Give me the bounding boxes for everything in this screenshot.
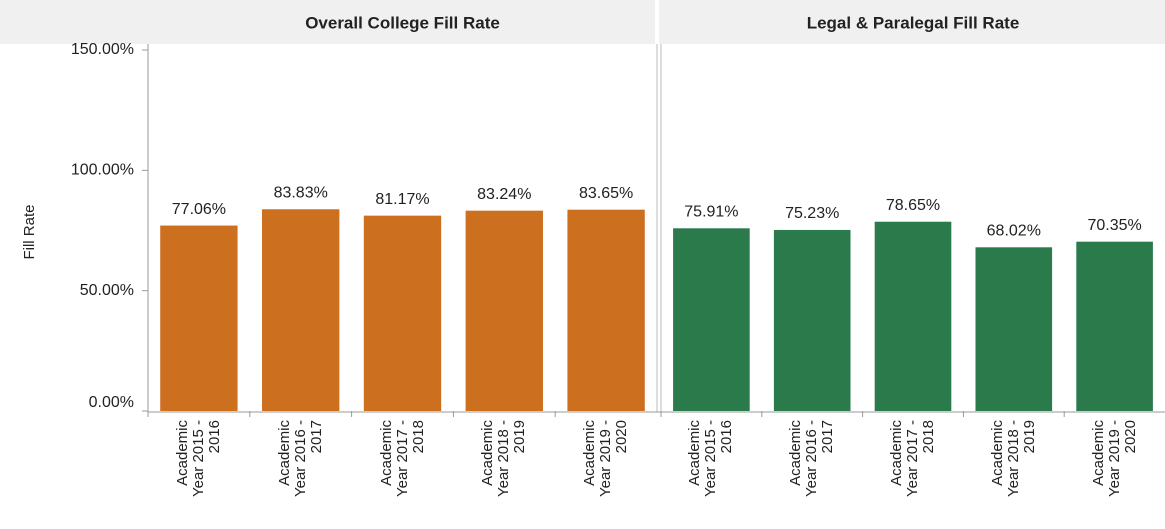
y-tick-label: 150.00% <box>71 41 134 58</box>
header-band <box>0 0 1165 44</box>
bar <box>567 209 645 411</box>
x-tick-label: Academic Year 2019 - 2020 <box>581 420 631 498</box>
value-label: 83.65% <box>579 185 633 202</box>
value-label: 77.06% <box>172 201 226 218</box>
x-tick-label: Academic Year 2019 - 2020 <box>1089 420 1139 498</box>
value-label: 75.23% <box>785 205 839 222</box>
bar <box>262 209 340 411</box>
bar <box>160 225 238 411</box>
y-axis-label: Fill Rate <box>21 204 38 259</box>
x-tick-label: Academic Year 2016 - 2017 <box>275 420 325 498</box>
value-label: 68.02% <box>987 223 1041 240</box>
bar <box>1076 241 1153 411</box>
y-tick-label: 0.00% <box>89 394 134 411</box>
bar <box>773 229 851 411</box>
x-tick-label: Academic Year 2017 - 2018 <box>377 420 427 498</box>
x-tick-label: Academic Year 2015 - 2016 <box>686 420 736 498</box>
x-tick-label: Academic Year 2018 - 2019 <box>988 420 1038 498</box>
value-label: 70.35% <box>1087 217 1141 234</box>
y-tick-label: 100.00% <box>71 162 134 179</box>
value-label: 83.24% <box>477 186 531 203</box>
x-tick-label: Academic Year 2016 - 2017 <box>787 420 837 498</box>
x-tick-label: Academic Year 2017 - 2018 <box>888 420 937 498</box>
bar <box>673 228 750 411</box>
value-label: 81.17% <box>375 191 429 208</box>
value-label: 83.83% <box>274 184 328 201</box>
bar <box>975 247 1053 411</box>
x-tick-label: Academic Year 2018 - 2019 <box>479 420 529 498</box>
bar <box>465 210 543 411</box>
y-tick-label: 50.00% <box>80 282 134 299</box>
bar <box>363 215 442 411</box>
bar <box>874 221 952 411</box>
x-tick-label: Academic Year 2015 - 2016 <box>173 420 223 498</box>
panel-title: Overall College Fill Rate <box>305 13 500 32</box>
panel-title: Legal & Paralegal Fill Rate <box>807 13 1020 32</box>
value-label: 75.91% <box>684 204 738 221</box>
value-label: 78.65% <box>886 197 940 214</box>
